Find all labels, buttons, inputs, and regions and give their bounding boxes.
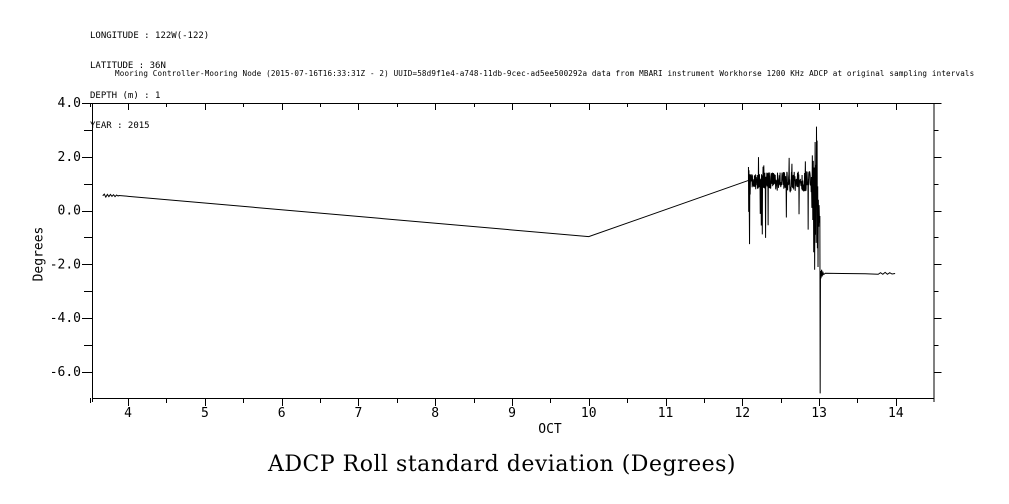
- meta-year: YEAR : 2015: [90, 121, 150, 131]
- x-tick-label: 7: [355, 406, 363, 421]
- y-tick-label: -4.0: [50, 311, 81, 326]
- meta-latitude: LATITUDE : 36N: [90, 61, 166, 71]
- x-tick-label: 12: [734, 406, 750, 421]
- y-tick-label: 2.0: [58, 150, 81, 165]
- x-tick-label: 8: [431, 406, 439, 421]
- x-tick-label: 11: [658, 406, 674, 421]
- y-tick-label: -2.0: [50, 257, 81, 272]
- meta-longitude: LONGITUDE : 122W(-122): [90, 31, 210, 41]
- meta-depth: DEPTH (m) : 1: [90, 91, 161, 101]
- metadata-block: LONGITUDE : 122W(-122) LATITUDE : 36N DE…: [90, 11, 209, 151]
- y-tick-label: 4.0: [58, 96, 81, 111]
- x-tick-label: 5: [201, 406, 209, 421]
- x-tick-label: 6: [278, 406, 286, 421]
- x-tick-label: 10: [581, 406, 597, 421]
- x-tick-label: 4: [124, 406, 132, 421]
- x-axis-title: OCT: [538, 422, 562, 437]
- y-tick-label: -6.0: [50, 365, 81, 380]
- x-tick-label: 13: [811, 406, 827, 421]
- x-tick-label: 9: [508, 406, 516, 421]
- x-tick-label: 14: [888, 406, 904, 421]
- chart-title: ADCP Roll standard deviation (Degrees): [268, 452, 736, 477]
- y-tick-label: 0.0: [58, 204, 81, 219]
- y-axis-title: Degrees: [31, 226, 47, 282]
- data-line: [102, 126, 896, 394]
- plot-frame: [92, 103, 935, 399]
- instrument-header: Mooring Controller-Mooring Node (2015-07…: [115, 69, 975, 78]
